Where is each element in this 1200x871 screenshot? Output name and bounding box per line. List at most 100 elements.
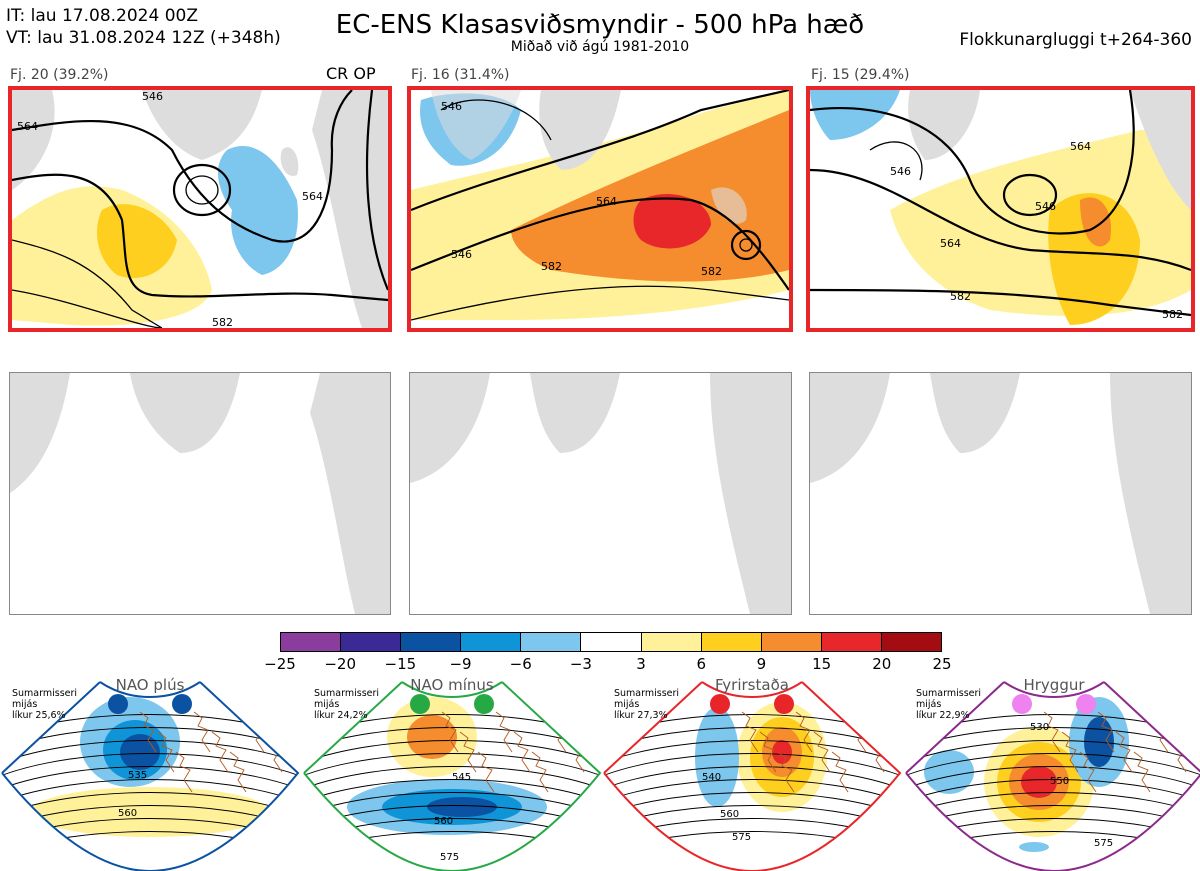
coastline	[831, 751, 849, 793]
height-contour	[906, 740, 1200, 764]
coastline	[247, 711, 265, 753]
coastline	[441, 711, 459, 753]
height-contour	[2, 766, 298, 790]
coastline	[139, 711, 157, 753]
colorbar-swatch	[881, 633, 942, 651]
coastline	[849, 711, 867, 753]
coastline	[477, 751, 495, 793]
regime-dot	[1076, 694, 1096, 714]
colorbar-tick-label: −20	[324, 655, 356, 673]
height-contour	[906, 766, 1200, 790]
regime-title: Hryggur	[1023, 676, 1085, 694]
colorbar-tick-label: 3	[636, 655, 646, 673]
height-contour	[2, 779, 298, 803]
cluster-2-contour-b: 564	[596, 195, 617, 208]
coastline	[211, 731, 229, 773]
height-contour	[2, 792, 298, 816]
cluster-3-contour-c: 564	[940, 237, 961, 250]
cluster-1-contour-d: 582	[212, 316, 233, 328]
cluster-1-extra: CR OP	[326, 64, 376, 83]
colorbar-swatch	[641, 633, 702, 651]
regime-map: 535 560	[1, 681, 300, 871]
regime-dot	[774, 694, 794, 714]
coastline	[795, 711, 813, 753]
cluster-3-contour-b: 546	[1035, 200, 1056, 213]
height-contour	[604, 779, 900, 803]
regime-panel: 545 560 575 NAO mínus Sumarmisseri mijás líkur…	[302, 672, 602, 871]
empty-map-3	[809, 372, 1192, 615]
regime-note-line: Sumarmisseri	[12, 688, 78, 699]
regime-dot	[410, 694, 430, 714]
cluster-2-contour-e: 546	[451, 248, 472, 261]
cluster-2-contour-c: 582	[541, 260, 562, 273]
regime-note-line: mijás	[314, 699, 340, 710]
anomaly-shading	[1019, 842, 1049, 852]
regime-note-line: líkur 22,9%	[916, 710, 970, 721]
coastline	[759, 731, 777, 773]
anomaly-shading	[695, 707, 739, 807]
height-contour	[2, 740, 298, 764]
colorbar-swatch	[821, 633, 882, 651]
coastline	[1133, 751, 1151, 793]
clustering-window: Flokkunargluggi t+264-360	[959, 30, 1192, 50]
regime-note: Sumarmisseri mijás líkur 25,6%	[12, 688, 77, 721]
cluster-3-contour-d: 582	[950, 290, 971, 303]
regime-contour-label: 535	[128, 770, 147, 781]
cluster-3-label: Fj. 15 (29.4%)	[811, 67, 910, 83]
colorbar-tick-label: 6	[696, 655, 707, 673]
regime-contour-label: 575	[440, 852, 459, 863]
regime-dot	[710, 694, 730, 714]
coastline	[1079, 751, 1097, 793]
coastline	[777, 751, 795, 793]
coastline	[193, 711, 211, 753]
regime-dot	[108, 694, 128, 714]
height-contour	[604, 818, 900, 842]
height-contour	[304, 792, 600, 816]
regime-dot	[1012, 694, 1032, 714]
cluster-1-contour-a: 546	[142, 90, 163, 103]
coastline	[229, 751, 247, 793]
regime-panel: 540 560 575 Fyrirstaða Sumarmisseri mijás líku…	[602, 672, 902, 871]
height-contour	[2, 753, 298, 777]
height-contour	[604, 805, 900, 829]
cluster-1-contour-c: 564	[302, 190, 323, 203]
coastline	[175, 751, 193, 793]
coastline	[513, 731, 531, 773]
colorbar-tick-label: −15	[384, 655, 417, 673]
valid-time: VT: lau 31.08.2024 12Z (+348h)	[6, 28, 281, 48]
height-contour	[604, 831, 900, 855]
height-contour	[304, 740, 600, 764]
regime-contour-label: 560	[720, 809, 739, 820]
colorbar-swatch	[281, 633, 342, 651]
colorbar-tick-label: 9	[756, 655, 767, 673]
regime-contour-label: 545	[452, 772, 471, 783]
cluster-3-contour-f: 582	[1162, 308, 1183, 321]
regime-note-line: mijás	[12, 699, 38, 710]
coastline	[1151, 711, 1169, 753]
cluster-3-contour-a: 546	[890, 165, 911, 178]
regime-title: Fyrirstaða	[715, 676, 789, 694]
coastline	[459, 731, 477, 773]
regime-contour-label: 550	[1050, 776, 1069, 787]
coastline	[741, 711, 759, 753]
regime-note-line: líkur 27,3%	[614, 710, 668, 721]
regime-map: 530 550 575	[905, 681, 1200, 871]
colorbar-tick-label: 20	[872, 655, 892, 673]
regime-contour-label: 575	[1094, 838, 1113, 849]
regime-contour-label: 560	[118, 808, 137, 819]
page-title: EC-ENS Klasasviðsmyndir - 500 hPa hæð	[335, 10, 865, 40]
colorbar-swatch	[461, 633, 522, 651]
regime-note-line: Sumarmisseri	[614, 688, 680, 699]
coastline	[531, 751, 549, 793]
anomaly-shading	[772, 740, 792, 764]
regime-note-line: Sumarmisseri	[314, 688, 380, 699]
regime-map: 540 560 575	[603, 681, 902, 871]
empty-map-2	[409, 372, 792, 615]
colorbar-swatch	[701, 633, 762, 651]
cluster-2-label: Fj. 16 (31.4%)	[411, 67, 510, 83]
regime-note-line: mijás	[614, 699, 640, 710]
colorbar-swatch	[401, 633, 462, 651]
empty-map-1	[9, 372, 391, 615]
cluster-2-contour-d: 582	[701, 265, 722, 278]
regime-note-line: líkur 25,6%	[12, 710, 66, 721]
